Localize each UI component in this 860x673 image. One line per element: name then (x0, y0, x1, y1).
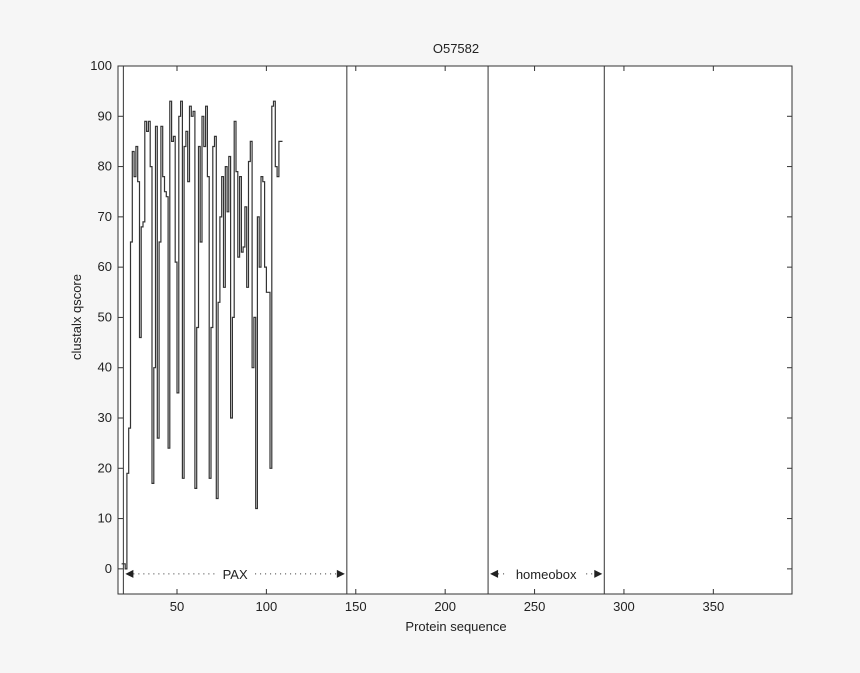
y-tick-label: 70 (98, 209, 112, 224)
x-tick-label: 150 (345, 599, 367, 614)
x-tick-label: 350 (702, 599, 724, 614)
plot-area (117, 65, 793, 595)
y-tick-label: 10 (98, 511, 112, 526)
x-tick-label: 50 (170, 599, 184, 614)
y-tick-label: 50 (98, 309, 112, 324)
y-tick-label: 0 (105, 561, 112, 576)
region-label: PAX (223, 567, 248, 582)
x-tick-label: 300 (613, 599, 635, 614)
region-arrow-right (336, 569, 345, 578)
region-arrow-left (490, 569, 499, 578)
y-tick-label: 80 (98, 159, 112, 174)
qscore-series-line (121, 100, 283, 570)
x-tick-label: 100 (256, 599, 278, 614)
region-label: homeobox (516, 567, 577, 582)
x-axis-label: Protein sequence (405, 619, 506, 634)
region-arrow-left (125, 569, 134, 578)
y-tick-label: 90 (98, 108, 112, 123)
region-arrow-right (594, 569, 603, 578)
y-tick-label: 100 (90, 58, 112, 73)
y-axis-label: clustalx qscore (69, 274, 84, 360)
y-tick-label: 20 (98, 460, 112, 475)
y-tick-label: 30 (98, 410, 112, 425)
chart-title: O57582 (433, 41, 479, 56)
x-tick-label: 200 (434, 599, 456, 614)
y-tick-label: 60 (98, 259, 112, 274)
x-tick-label: 250 (524, 599, 546, 614)
y-tick-label: 40 (98, 360, 112, 375)
